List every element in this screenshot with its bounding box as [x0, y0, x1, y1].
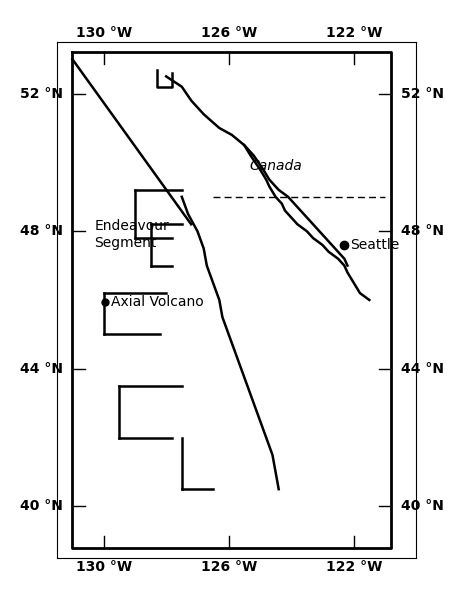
Text: Canada: Canada [249, 159, 302, 173]
Text: 52 °N: 52 °N [20, 86, 63, 101]
Text: 40 °N: 40 °N [20, 499, 63, 514]
Text: 40 °N: 40 °N [401, 499, 444, 514]
Text: 44 °N: 44 °N [401, 362, 444, 376]
Text: 130 °W: 130 °W [76, 26, 131, 40]
Text: 48 °N: 48 °N [20, 224, 63, 238]
Text: 122 °W: 122 °W [325, 560, 382, 574]
Text: 130 °W: 130 °W [76, 560, 131, 574]
Text: 48 °N: 48 °N [401, 224, 444, 238]
Text: Axial Volcano: Axial Volcano [111, 295, 203, 309]
Text: 52 °N: 52 °N [401, 86, 444, 101]
Text: 126 °W: 126 °W [201, 560, 257, 574]
Text: 126 °W: 126 °W [201, 26, 257, 40]
Text: 44 °N: 44 °N [20, 362, 63, 376]
Text: Seattle: Seattle [350, 238, 400, 252]
Text: 122 °W: 122 °W [325, 26, 382, 40]
Text: Endeavour
Segment: Endeavour Segment [94, 219, 169, 250]
